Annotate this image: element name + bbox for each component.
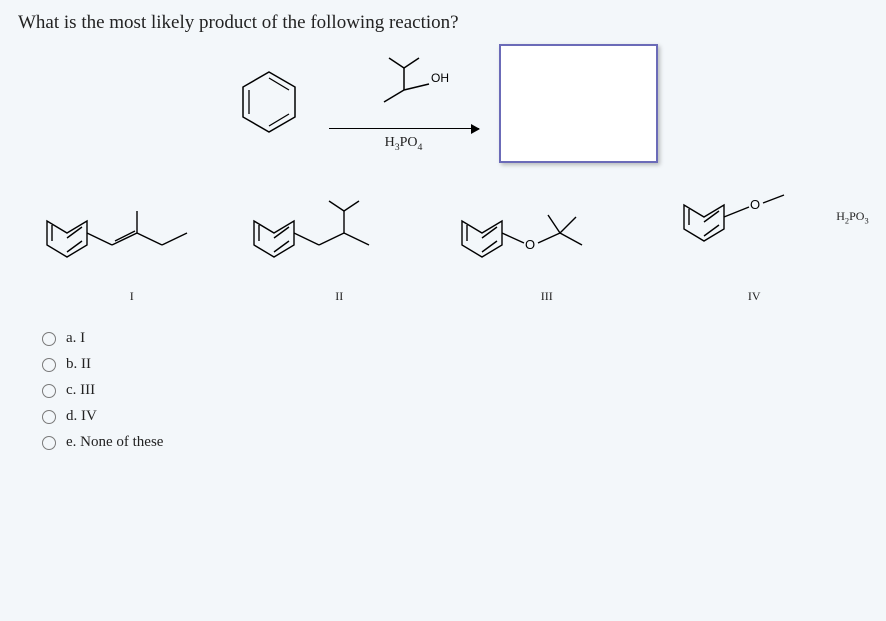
radio-icon[interactable]	[42, 332, 56, 346]
radio-icon[interactable]	[42, 436, 56, 450]
oh-label: OH	[431, 71, 449, 85]
structure-III: O III	[447, 193, 647, 304]
svg-text:O: O	[525, 237, 535, 252]
question-text: What is the most likely product of the f…	[18, 12, 868, 34]
answer-e[interactable]: e. None of these	[42, 434, 868, 451]
answer-a[interactable]: a. I	[42, 330, 868, 347]
structure-II: II	[239, 193, 439, 304]
answer-b-label: b. II	[66, 356, 91, 373]
reaction-arrow	[329, 128, 479, 129]
answer-c[interactable]: c. III	[42, 382, 868, 399]
structure-IV: O H2PO3 IV	[654, 177, 854, 304]
catalyst-label: H3PO4	[385, 135, 423, 153]
radio-icon[interactable]	[42, 410, 56, 424]
reaction-arrow-block: OH H3PO4	[319, 54, 489, 153]
answer-b[interactable]: b. II	[42, 356, 868, 373]
structure-I-label: I	[130, 289, 134, 304]
answer-e-label: e. None of these	[66, 434, 163, 451]
structure-III-label: III	[541, 289, 553, 304]
reagent-structure: OH	[349, 54, 459, 110]
answer-d[interactable]: d. IV	[42, 408, 868, 425]
svg-text:O: O	[750, 197, 760, 212]
structure-IV-label: IV	[748, 289, 761, 304]
benzene-structure	[229, 64, 309, 144]
structure-II-label: II	[335, 289, 343, 304]
answer-a-label: a. I	[66, 330, 85, 347]
reaction-scheme: OH H3PO4	[18, 44, 868, 163]
answer-c-label: c. III	[66, 382, 95, 399]
answer-choices: a. I b. II c. III d. IV e. None of these	[42, 330, 868, 451]
radio-icon[interactable]	[42, 358, 56, 372]
radio-icon[interactable]	[42, 384, 56, 398]
product-placeholder-box	[499, 44, 658, 163]
answer-d-label: d. IV	[66, 408, 97, 425]
structure-I: I	[32, 193, 232, 304]
candidate-structures-row: I II	[28, 177, 858, 304]
